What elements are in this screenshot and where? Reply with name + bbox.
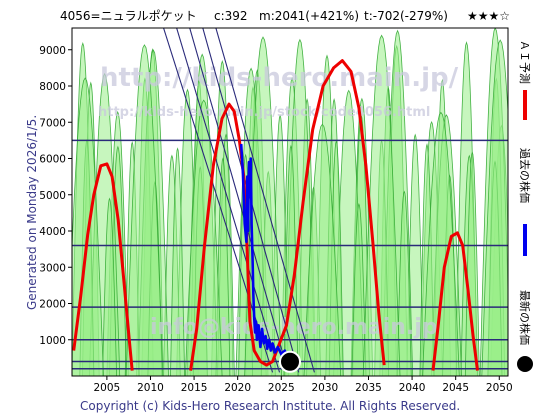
x-axis: 2005 2010 2015 2020 2025 2030 2035 2040 2045 2050: [94, 376, 513, 394]
y-tick-label: 5000: [39, 190, 66, 202]
x-tick-label: 2030: [312, 382, 339, 394]
x-tick-label: 2010: [137, 382, 164, 394]
y-tick-label: 3000: [39, 262, 66, 274]
chart-title-code: 4056=ニュラルポケット: [60, 9, 197, 23]
x-tick-label: 2015: [181, 382, 208, 394]
rating-stars: ★★★☆: [467, 9, 510, 23]
plot-frame: [71, 27, 509, 377]
y-tick-label: 7000: [39, 117, 66, 129]
y-tick-label: 4000: [39, 226, 66, 238]
legend-forecast-label: ＡＩ予測: [518, 40, 532, 84]
green-wave: [125, 44, 164, 376]
green-wave: [170, 147, 186, 376]
green-wave: [303, 123, 342, 376]
copyright-footer: Copyright (c) Kids-Hero Research Institu…: [80, 399, 460, 413]
watermark-page: http://kids-hero.main.jp/stock/code4056.…: [98, 105, 430, 120]
x-tick-label: 2005: [94, 382, 121, 394]
forecast-series-line: [72, 59, 479, 371]
watermark-url: http://kids-hero.main.jp/: [100, 63, 459, 93]
x-tick-label: 2050: [486, 382, 513, 394]
latest-price-marker: [279, 350, 301, 373]
x-tick-label: 2020: [224, 382, 251, 394]
legend: ＡＩ予測 過去の株価 最新の株価: [517, 40, 533, 372]
green-wave: [351, 203, 367, 376]
y-tick-label: 9000: [39, 45, 66, 57]
green-wave-layer: [72, 28, 508, 376]
green-wave: [102, 197, 118, 376]
watermark-email: info@kids-hero.main.jp: [150, 315, 438, 340]
legend-past-label: 過去の株価: [518, 148, 532, 203]
x-tick-label: 2045: [442, 382, 469, 394]
y-tick-label: 2000: [39, 299, 66, 311]
trend-info: t:-702(-279%): [364, 9, 448, 23]
green-wave: [481, 39, 508, 376]
past-series-line: [239, 143, 292, 363]
y-tick-label: 1000: [39, 335, 66, 347]
x-tick-label: 2040: [399, 382, 426, 394]
legend-latest-swatch: [517, 356, 533, 372]
green-wave: [396, 190, 412, 376]
current-price: c:392: [214, 9, 248, 23]
green-wave: [422, 111, 460, 376]
watermark: http://kids-hero.main.jp/ http://kids-he…: [98, 63, 459, 340]
trend-line: [189, 28, 289, 373]
y-axis: 1000 2000 3000 4000 5000 6000 7000 8000 9000: [39, 45, 72, 347]
x-tick-label: 2035: [355, 382, 382, 394]
series-layer: [72, 59, 479, 371]
trend-line: [215, 28, 315, 373]
green-wave: [362, 34, 401, 376]
y-tick-label: 8000: [39, 81, 66, 93]
x-tick-label: 2025: [268, 382, 295, 394]
max-info: m:2041(+421%): [259, 9, 359, 23]
y-tick-label: 6000: [39, 154, 66, 166]
generated-date-label: Generated on Monday 2026/1/5.: [25, 115, 39, 310]
trend-line: [176, 28, 281, 373]
legend-latest-label: 最新の株価: [518, 290, 532, 345]
